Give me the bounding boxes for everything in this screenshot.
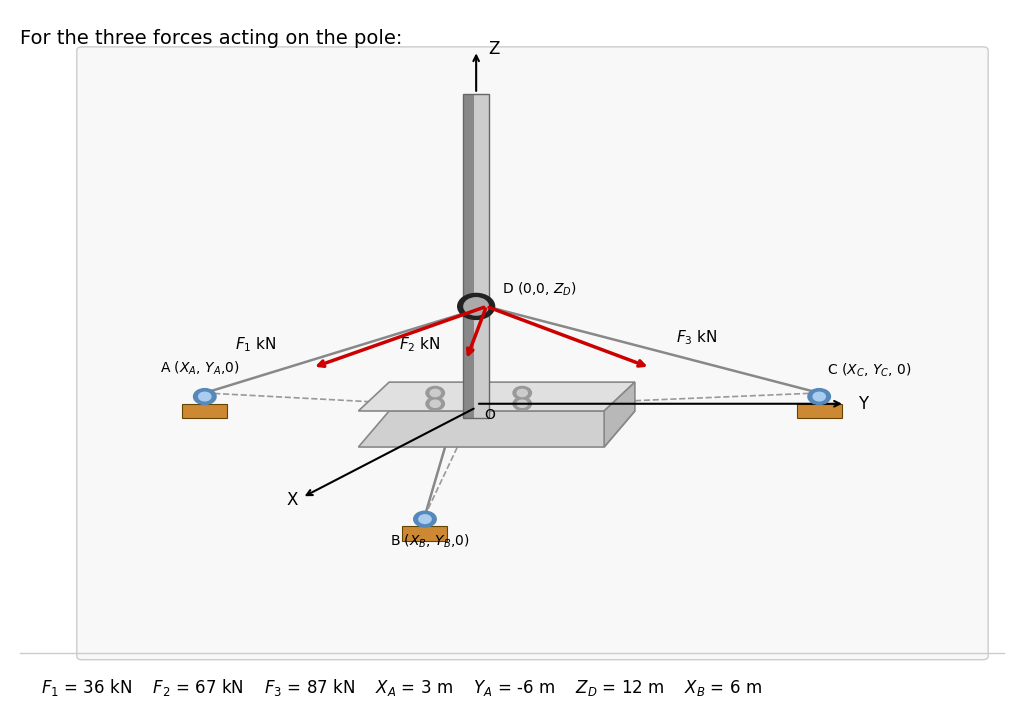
- Circle shape: [426, 397, 444, 410]
- Text: $F_1$ kN: $F_1$ kN: [234, 336, 276, 355]
- Bar: [463, 94, 489, 418]
- Circle shape: [513, 386, 531, 399]
- Text: D (0,0, $Z_D$): D (0,0, $Z_D$): [502, 280, 577, 298]
- FancyBboxPatch shape: [77, 47, 988, 660]
- Circle shape: [458, 293, 495, 319]
- Bar: [473, 94, 489, 418]
- Text: O: O: [484, 408, 496, 422]
- Circle shape: [430, 400, 440, 407]
- Circle shape: [419, 515, 431, 523]
- Circle shape: [808, 389, 830, 404]
- Text: B ($X_B$, $Y_B$,0): B ($X_B$, $Y_B$,0): [390, 533, 470, 550]
- Circle shape: [194, 389, 216, 404]
- Circle shape: [414, 511, 436, 527]
- Bar: [182, 404, 227, 418]
- Text: X: X: [287, 491, 298, 509]
- Circle shape: [464, 298, 488, 315]
- Text: $F_1$ = 36 kN    $F_2$ = 67 kN    $F_3$ = 87 kN    $X_A$ = 3 m    $Y_A$ = -6 m  : $F_1$ = 36 kN $F_2$ = 67 kN $F_3$ = 87 k…: [41, 676, 762, 698]
- Circle shape: [430, 389, 440, 397]
- Circle shape: [199, 392, 211, 401]
- Polygon shape: [358, 382, 635, 411]
- Text: For the three forces acting on the pole:: For the three forces acting on the pole:: [20, 29, 402, 48]
- Text: C ($X_C$, $Y_C$, 0): C ($X_C$, $Y_C$, 0): [827, 362, 912, 379]
- Circle shape: [513, 397, 531, 410]
- Circle shape: [426, 386, 444, 399]
- Text: $F_3$ kN: $F_3$ kN: [676, 329, 718, 348]
- Text: $F_2$ kN: $F_2$ kN: [398, 336, 440, 355]
- Bar: [463, 94, 473, 418]
- Circle shape: [813, 392, 825, 401]
- Bar: [402, 526, 447, 541]
- Circle shape: [517, 400, 527, 407]
- Polygon shape: [358, 411, 635, 447]
- Circle shape: [517, 389, 527, 397]
- Text: Z: Z: [488, 40, 500, 58]
- Text: Y: Y: [858, 395, 868, 412]
- Text: A ($X_A$, $Y_A$,0): A ($X_A$, $Y_A$,0): [160, 360, 240, 377]
- Polygon shape: [604, 382, 635, 447]
- Bar: [797, 404, 842, 418]
